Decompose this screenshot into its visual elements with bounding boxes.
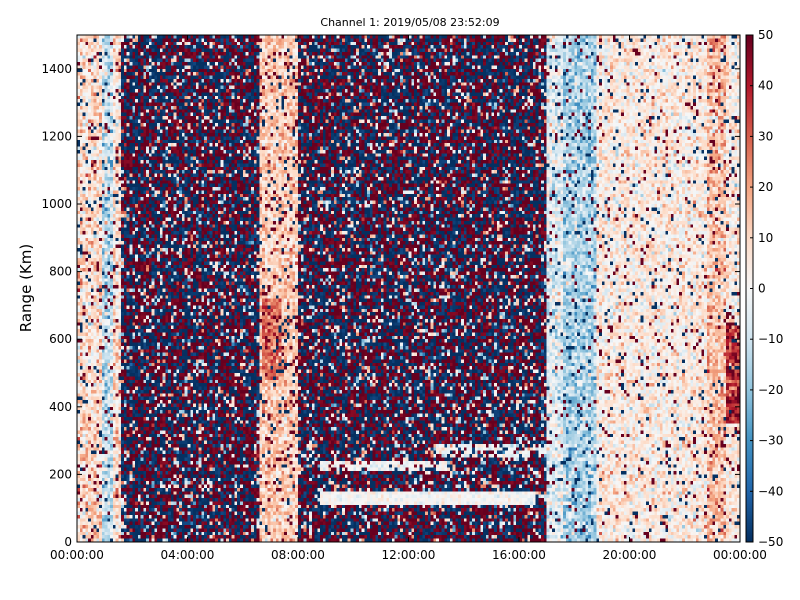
x-tick-label: 16:00:00 (492, 548, 546, 562)
x-tick-label: 20:00:00 (603, 548, 657, 562)
colorbar-tick-label: −40 (758, 484, 783, 498)
y-tick-label: 600 (49, 332, 72, 346)
y-tick-label: 1000 (41, 197, 72, 211)
x-tick-label: 04:00:00 (161, 548, 215, 562)
heatmap-plot-area (76, 34, 741, 543)
y-tick-label: 400 (49, 400, 72, 414)
colorbar-tick-label: 20 (758, 180, 773, 194)
x-tick-label: 12:00:00 (382, 548, 436, 562)
heatmap-image (77, 35, 740, 542)
x-tick-label: 00:00:00 (50, 548, 104, 562)
y-tick-label: 1400 (41, 62, 72, 76)
colorbar-tick-label: 10 (758, 231, 773, 245)
colorbar: 50 40 30 20 10 0 −10 −20 −30 −40 −50 (745, 28, 783, 549)
colorbar-tick-label: −30 (758, 434, 783, 448)
x-axis: 00:00:00 04:00:00 08:00:00 12:00:00 16:00:00… (50, 35, 767, 562)
colorbar-tick-label: −50 (758, 535, 783, 549)
y-tick-label: 200 (49, 467, 72, 481)
x-tick-label: 00:00:00 (713, 548, 767, 562)
colorbar-tick-label: 50 (758, 28, 773, 42)
colorbar-tick-label: 0 (758, 282, 766, 296)
colorbar-tick-label: −10 (758, 332, 783, 346)
y-axis-label: Range (Km) (17, 244, 35, 332)
y-tick-label: 800 (49, 265, 72, 279)
y-tick-label: 1200 (41, 129, 72, 143)
colorbar-tick-label: 30 (758, 129, 773, 143)
colorbar-tick-label: 40 (758, 79, 773, 93)
x-tick-label: 08:00:00 (271, 548, 325, 562)
colorbar-gradient (746, 35, 753, 542)
colorbar-tick-label: −20 (758, 383, 783, 397)
y-tick-label: 0 (64, 535, 72, 549)
chart-title: Channel 1: 2019/05/08 23:52:09 (320, 16, 499, 29)
colorbar-ticks: 50 40 30 20 10 0 −10 −20 −30 −40 −50 (750, 28, 783, 549)
y-axis: 0 200 400 600 800 1000 1200 1400 (41, 62, 740, 549)
